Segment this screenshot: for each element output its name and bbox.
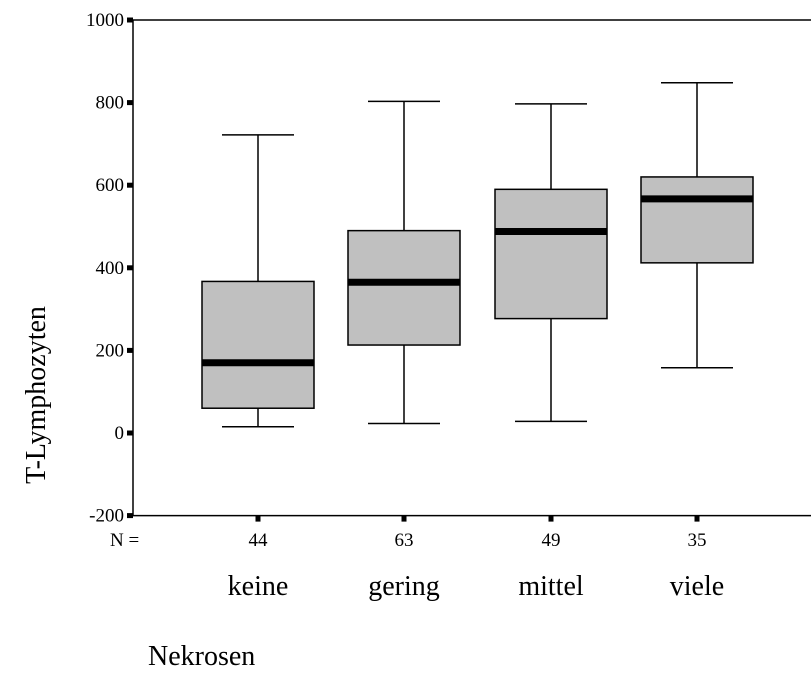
iqr-box-3 <box>640 176 754 264</box>
n-value-3: 35 <box>688 530 707 551</box>
x-tick-0 <box>255 515 261 522</box>
x-axis-title: Nekrosen <box>148 641 255 672</box>
y-tick-6 <box>127 17 133 23</box>
y-tick-label-2: 200 <box>96 340 125 361</box>
category-label-keine: keine <box>228 571 289 602</box>
y-tick-3 <box>127 265 133 271</box>
y-tick-label-4: 600 <box>96 175 125 196</box>
iqr-box-0 <box>201 280 315 409</box>
y-tick-0 <box>127 513 133 519</box>
category-label-viele: viele <box>670 571 724 602</box>
y-tick-label-5: 800 <box>96 93 125 114</box>
box-gering <box>347 100 461 425</box>
labels: -200 0 200 400 600 800 1000 N = 44 keine 63 gering 4… <box>86 10 724 602</box>
n-value-2: 49 <box>542 530 561 551</box>
y-axis-title: T-Lymphozyten <box>21 306 52 484</box>
box-viele <box>640 82 754 369</box>
n-value-1: 63 <box>395 530 414 551</box>
boxes <box>201 82 754 428</box>
y-tick-label-1: 0 <box>115 423 125 444</box>
box-keine <box>201 134 315 428</box>
y-tick-label-0: -200 <box>89 506 124 527</box>
category-label-gering: gering <box>368 571 440 602</box>
n-value-0: 44 <box>249 530 269 551</box>
y-tick-4 <box>127 182 133 188</box>
x-tick-2 <box>548 515 554 522</box>
y-tick-5 <box>127 100 133 106</box>
y-tick-1 <box>127 430 133 436</box>
iqr-box-1 <box>347 229 461 346</box>
axes <box>127 17 811 522</box>
x-tick-1 <box>401 515 407 522</box>
category-label-mittel: mittel <box>518 571 584 602</box>
y-tick-label-3: 400 <box>96 258 125 279</box>
y-tick-label-6: 1000 <box>86 10 124 31</box>
y-tick-2 <box>127 347 133 353</box>
n-prefix-label: N = <box>110 530 139 551</box>
box-mittel <box>494 103 608 423</box>
iqr-box-2 <box>494 188 608 320</box>
x-tick-3 <box>694 515 700 522</box>
